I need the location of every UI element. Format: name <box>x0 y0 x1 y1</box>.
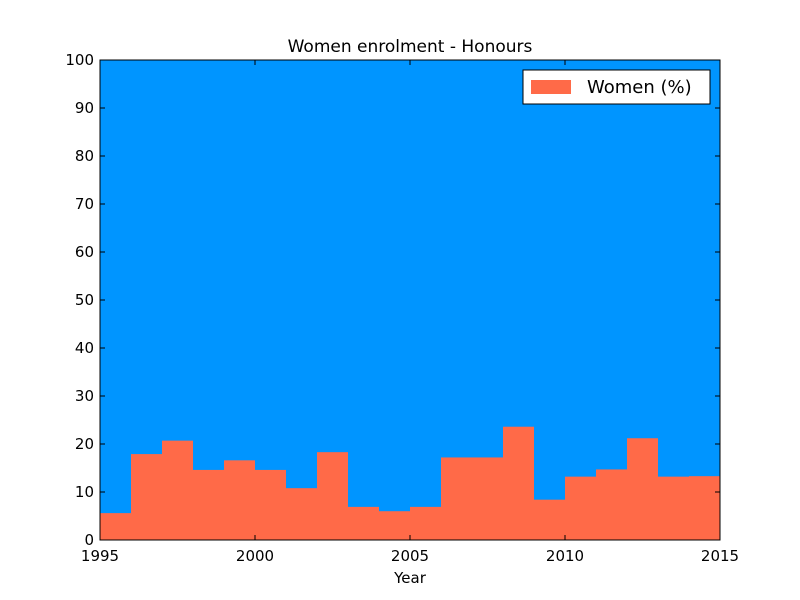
x-tick-label: 2000 <box>236 547 274 565</box>
area-step-segment <box>689 476 720 540</box>
chart-title: Women enrolment - Honours <box>288 37 533 57</box>
area-step-segment <box>348 506 379 540</box>
area-step-segment <box>131 454 162 540</box>
y-tick-label: 90 <box>75 99 94 117</box>
area-layer <box>100 426 720 540</box>
area-step-segment <box>596 469 627 540</box>
x-tick-label: 2015 <box>701 547 739 565</box>
y-tick-label: 50 <box>75 291 94 309</box>
plot-area-background <box>100 60 720 540</box>
area-step-segment <box>286 488 317 540</box>
area-step-segment <box>441 457 472 540</box>
y-tick-label: 60 <box>75 243 94 261</box>
y-tick-label: 40 <box>75 339 94 357</box>
y-tick-label: 20 <box>75 435 94 453</box>
y-tick-label: 100 <box>65 51 94 69</box>
area-step-segment <box>255 469 286 540</box>
x-tick-label: 2005 <box>391 547 429 565</box>
y-tick-label: 30 <box>75 387 94 405</box>
area-step-segment <box>193 469 224 540</box>
legend: Women (%) <box>522 69 711 105</box>
area-step-segment <box>379 511 410 540</box>
y-tick-label: 0 <box>84 531 94 549</box>
y-tick-label: 80 <box>75 147 94 165</box>
y-tick-label: 10 <box>75 483 94 501</box>
area-step-segment <box>534 499 565 540</box>
x-axis-label: Year <box>393 569 427 587</box>
legend-label: Women (%) <box>587 77 692 98</box>
area-step-segment <box>224 460 255 540</box>
area-step-segment <box>565 476 596 540</box>
area-step-segment <box>627 438 658 540</box>
legend-swatch <box>531 80 571 94</box>
area-step-segment <box>317 452 348 540</box>
x-tick-label: 1995 <box>81 547 119 565</box>
tick-layer: 1995 2000 2005 2010 2015 0 10 20 30 40 50 60 70 80 90 1… <box>65 51 739 565</box>
area-step-segment <box>658 476 689 540</box>
y-tick-label: 70 <box>75 195 94 213</box>
area-step-segment <box>410 506 441 540</box>
area-step-segment <box>472 457 503 540</box>
area-step-segment <box>100 513 131 540</box>
area-step-segment <box>162 440 193 540</box>
x-tick-label: 2010 <box>546 547 584 565</box>
area-step-segment <box>503 426 534 540</box>
